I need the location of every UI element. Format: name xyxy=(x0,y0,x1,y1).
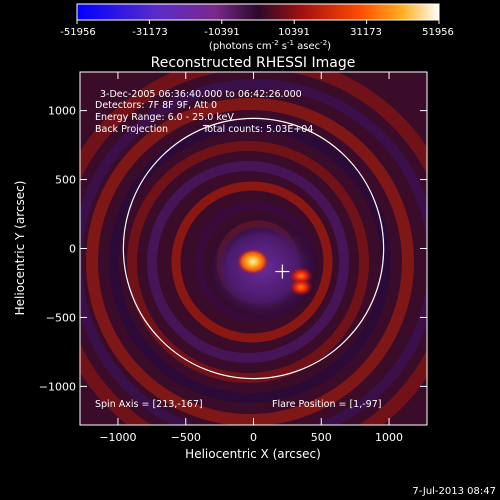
total-counts-text: Total counts: 5.03E+04 xyxy=(202,124,313,135)
x-tick-label: −500 xyxy=(171,431,201,444)
y-tick-label: −500 xyxy=(46,311,76,324)
detectors-text: Detectors: 7F 8F 9F, Att 0 xyxy=(95,100,217,111)
bright-source xyxy=(288,278,313,297)
y-tick-label: 500 xyxy=(55,174,76,187)
ring xyxy=(147,161,349,363)
method-text: Back Projection xyxy=(95,124,168,135)
chart-title: Reconstructed RHESSI Image xyxy=(151,55,356,71)
axes: −1000 −500 0 500 1000 −1000 −500 0 500 1000 xyxy=(39,72,427,444)
timestamp: 7-Jul-2013 08:47 xyxy=(412,486,496,497)
ring xyxy=(86,98,414,425)
colorbar-tick-label: -51956 xyxy=(60,27,95,38)
colorbar-tick-label: 51956 xyxy=(422,27,454,38)
y-tick-label: 0 xyxy=(69,243,76,256)
y-axis-label: Heliocentric Y (arcsec) xyxy=(13,181,27,316)
flare-position-text: Flare Position = [1,-97] xyxy=(272,399,381,410)
spin-axis-text: Spin Axis = [213,-167] xyxy=(95,399,203,410)
x-axis-label: Heliocentric X (arcsec) xyxy=(185,447,321,461)
spin-axis-marker xyxy=(275,264,290,279)
x-tick-label: −1000 xyxy=(99,431,136,444)
colorbar-tick-label: -31173 xyxy=(132,27,167,38)
x-tick-label: 500 xyxy=(311,431,332,444)
ring xyxy=(171,181,333,343)
energy-range-text: Energy Range: 6.0 - 25.0 keV xyxy=(95,112,234,123)
x-tick-label: 0 xyxy=(250,431,257,444)
y-tick-label: 1000 xyxy=(48,105,76,118)
colorbar-tick-labels: -51956 -31173 -10391 10391 31173 51956 xyxy=(60,27,454,38)
colorbar-unit-label: (photons cm-2 s-1 asec-2) xyxy=(209,39,331,52)
bright-source xyxy=(236,248,269,275)
ring xyxy=(109,121,391,403)
colorbar-tick-label: 31173 xyxy=(350,27,382,38)
plot-image xyxy=(80,72,427,425)
colorbar-tick-label: -10391 xyxy=(204,27,239,38)
ring xyxy=(80,79,427,425)
colorbar xyxy=(76,3,440,21)
time-range-text: 3-Dec-2005 06:36:40.000 to 06:42:26.000 xyxy=(100,89,302,100)
colorbar-ticks xyxy=(76,20,440,24)
colorbar-tick-label: 10391 xyxy=(278,27,310,38)
bright-sources xyxy=(236,248,313,297)
header-annotations: 3-Dec-2005 06:36:40.000 to 06:42:26.000 … xyxy=(95,89,313,135)
x-tick-label: 1000 xyxy=(375,431,403,444)
y-tick-label: −1000 xyxy=(39,380,76,393)
solar-limb-circle xyxy=(122,117,385,380)
